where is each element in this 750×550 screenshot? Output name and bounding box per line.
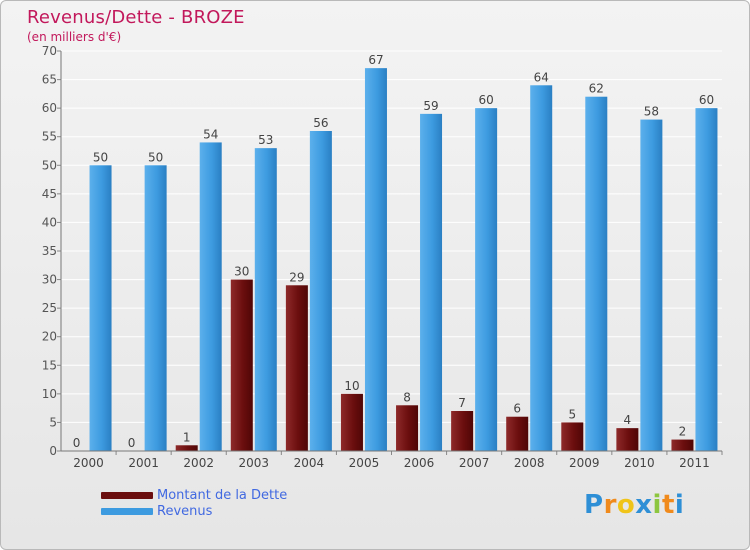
data-label-debt: 30 [234, 265, 249, 279]
data-label-revenus: 64 [534, 70, 549, 84]
legend-label-revenus: Revenus [157, 503, 213, 519]
bar-debt [671, 439, 694, 451]
y-tick-label: 70 [42, 44, 57, 58]
data-label-debt: 7 [458, 396, 466, 410]
y-axis-ticks: 0 5 10 15 20 25 30 35 40 45 50 55 60 65 70 [42, 44, 57, 458]
y-tick-label: 5 [49, 415, 57, 429]
logo-letter: r [603, 490, 617, 520]
data-label-debt: 10 [344, 379, 359, 393]
data-label-revenus: 53 [258, 133, 273, 147]
data-label-revenus: 62 [589, 82, 604, 96]
x-tick-label: 2000 [73, 456, 104, 470]
data-label-revenus: 56 [313, 116, 328, 130]
data-label-revenus: 59 [423, 99, 438, 113]
legend-label-debt: Montant de la Dette [157, 487, 288, 503]
logo-letter: i [674, 490, 685, 520]
logo-letter: x [635, 490, 653, 520]
bar-debt [285, 285, 308, 451]
bar-debt [396, 405, 419, 451]
data-label-debt: 29 [289, 270, 304, 284]
data-label-revenus: 50 [148, 150, 163, 164]
x-tick-label: 2004 [294, 456, 325, 470]
bar-debt [616, 428, 639, 451]
proxiti-logo: Proxiti [584, 490, 684, 520]
bar-debt [506, 416, 529, 451]
data-label-debt: 0 [128, 436, 136, 450]
x-tick-label: 2006 [404, 456, 435, 470]
x-tick-label: 2002 [183, 456, 214, 470]
data-label-revenus: 60 [478, 93, 493, 107]
y-tick-label: 0 [49, 444, 57, 458]
data-label-debt: 2 [679, 425, 687, 439]
bar-revenus [420, 113, 443, 451]
x-tick-label: 2007 [459, 456, 490, 470]
legend-swatch-debt [101, 491, 153, 499]
data-label-revenus: 60 [699, 93, 714, 107]
data-label-debt: 6 [513, 402, 521, 416]
bar-revenus [199, 142, 222, 451]
y-tick-label: 60 [42, 101, 57, 115]
x-tick-label: 2001 [128, 456, 159, 470]
x-tick-label: 2003 [239, 456, 270, 470]
y-tick-label: 15 [42, 358, 57, 372]
data-label-debt: 0 [73, 436, 81, 450]
data-label-revenus: 58 [644, 105, 659, 119]
data-labels: 0 50 0 50 1 54 30 53 29 56 10 67 8 59 7 60 6 64 5 62 4 58 2 60 [73, 53, 714, 450]
y-tick-label: 10 [42, 387, 57, 401]
logo-letter: i [652, 490, 662, 520]
x-tick-label: 2011 [679, 456, 710, 470]
data-label-debt: 8 [403, 390, 411, 404]
x-tick-label: 2010 [624, 456, 655, 470]
y-tick-label: 20 [42, 330, 57, 344]
logo-letter: P [584, 490, 604, 520]
bar-revenus [254, 148, 277, 451]
y-tick-label: 55 [42, 130, 57, 144]
bar-debt [561, 422, 584, 451]
bar-revenus [89, 165, 112, 452]
x-tick-label: 2008 [514, 456, 545, 470]
bar-debt [175, 445, 198, 451]
logo-letter: o [616, 490, 636, 520]
data-label-debt: 4 [624, 413, 632, 427]
y-tick-label: 65 [42, 73, 57, 87]
y-tick-label: 50 [42, 158, 57, 172]
bar-revenus [364, 68, 387, 452]
legend-item-debt: Montant de la Dette [101, 487, 287, 503]
bar-revenus [585, 96, 608, 451]
bars [89, 68, 718, 452]
x-tick-label: 2005 [349, 456, 380, 470]
axes [60, 51, 722, 452]
legend: Montant de la Dette Revenus [101, 487, 287, 519]
bar-revenus [695, 108, 718, 452]
chart-title: Revenus/Dette - BROZE [27, 7, 245, 28]
legend-swatch-revenus [101, 507, 153, 515]
logo-letter: t [661, 490, 675, 520]
y-tick-label: 45 [42, 187, 57, 201]
bar-debt [340, 393, 363, 451]
chart-subtitle: (en milliers d'€) [27, 30, 122, 44]
grid [57, 50, 722, 452]
x-tick-label: 2009 [569, 456, 600, 470]
bar-revenus [475, 108, 498, 452]
bar-revenus [309, 131, 332, 451]
data-label-revenus: 54 [203, 127, 218, 141]
x-axis-ticks: 2000 2001 2002 2003 2004 2005 2006 2007 2008 2009… [73, 451, 723, 470]
bar-revenus [530, 85, 553, 452]
y-tick-label: 40 [42, 215, 57, 229]
bar-revenus [144, 165, 167, 452]
y-tick-label: 25 [42, 301, 57, 315]
data-label-debt: 5 [568, 407, 576, 421]
y-tick-label: 30 [42, 273, 57, 287]
bar-debt [451, 411, 474, 451]
data-label-revenus: 50 [93, 150, 108, 164]
data-label-debt: 1 [183, 430, 191, 444]
legend-item-revenus: Revenus [101, 503, 287, 519]
bar-revenus [640, 119, 663, 452]
y-tick-label: 35 [42, 244, 57, 258]
bar-debt [230, 279, 253, 451]
data-label-revenus: 67 [368, 53, 383, 67]
